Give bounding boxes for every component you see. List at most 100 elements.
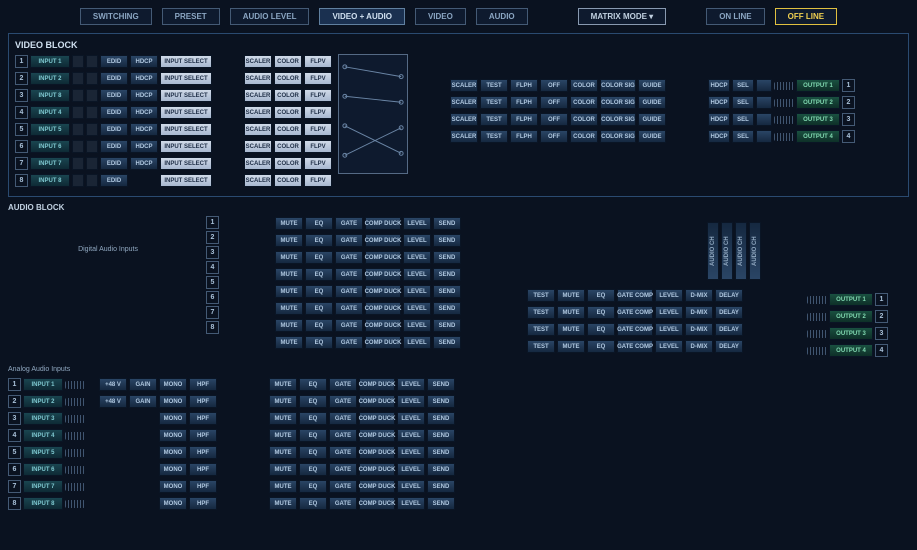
proc-cell[interactable]: COLOR [570,113,598,126]
video-crossbar[interactable] [338,54,408,174]
audio-cell[interactable]: GATE [329,378,357,391]
audio-cell[interactable]: COMP DUCK [365,268,401,281]
audio-cell[interactable]: MUTE [269,463,297,476]
input-select-button[interactable]: INPUT SELECT [160,55,212,68]
audio-output-label[interactable]: OUTPUT 3 [829,327,873,340]
audio-cell[interactable]: COMP DUCK [359,446,395,459]
audio-cell[interactable]: COMP DUCK [365,251,401,264]
audio-cell[interactable]: COMP DUCK [359,463,395,476]
audio-cell[interactable]: COMP DUCK [359,395,395,408]
audio-cell[interactable]: LEVEL [403,268,431,281]
audio-out-cell[interactable]: TEST [527,306,555,319]
audio-out-cell[interactable]: D-MIX [685,289,713,302]
analog-pre-cell[interactable]: GAIN [129,395,157,408]
analog-pre-cell[interactable]: +48 V [99,395,127,408]
menu-preset[interactable]: PRESET [162,8,220,25]
audio-cell[interactable]: SEND [427,395,455,408]
scaler-cell[interactable]: COLOR [274,174,302,187]
audio-cell[interactable]: GATE [335,234,363,247]
scaler-cell[interactable]: SCALER [244,72,272,85]
proc-cell[interactable]: TEST [480,113,508,126]
proc-cell[interactable]: GUIDE [638,79,666,92]
audio-cell[interactable]: EQ [299,463,327,476]
audio-cell[interactable]: GATE [335,217,363,230]
audio-output-label[interactable]: OUTPUT 4 [829,344,873,357]
analog-pre-cell[interactable]: HPF [189,480,217,493]
channel-number[interactable]: 2 [206,231,219,244]
audio-cell[interactable]: EQ [305,285,333,298]
audio-cell[interactable]: MUTE [269,497,297,510]
audio-out-cell[interactable]: LEVEL [655,323,683,336]
audio-cell[interactable]: LEVEL [397,463,425,476]
audio-cell[interactable]: GATE [335,251,363,264]
audio-out-cell[interactable]: GATE COMP [617,306,653,319]
audio-cell[interactable]: COMP DUCK [359,497,395,510]
audio-out-cell[interactable]: LEVEL [655,340,683,353]
audio-out-cell[interactable]: GATE COMP [617,340,653,353]
scaler-cell[interactable]: SCALER [244,106,272,119]
proc-cell[interactable]: SCALER [450,113,478,126]
video-input-label[interactable]: INPUT 5 [30,123,70,136]
audio-cell[interactable]: LEVEL [403,251,431,264]
audio-cell[interactable]: COMP DUCK [359,412,395,425]
scaler-cell[interactable]: SCALER [244,140,272,153]
audio-cell[interactable]: COMP DUCK [359,429,395,442]
out-pre-cell[interactable]: SEL [732,113,754,126]
analog-pre-cell[interactable]: HPF [189,378,217,391]
scaler-cell[interactable]: SCALER [244,157,272,170]
analog-input-label[interactable]: INPUT 7 [23,480,63,493]
audio-cell[interactable]: LEVEL [403,336,431,349]
audio-cell[interactable]: COMP DUCK [359,378,395,391]
audio-cell[interactable]: SEND [433,268,461,281]
scaler-cell[interactable]: FLPV [304,157,332,170]
audio-out-cell[interactable]: DELAY [715,289,743,302]
analog-input-label[interactable]: INPUT 6 [23,463,63,476]
audio-cell[interactable]: SEND [427,463,455,476]
analog-pre-cell[interactable]: HPF [189,429,217,442]
hdcp-button[interactable]: HDCP [130,157,158,170]
audio-cell[interactable]: GATE [329,480,357,493]
analog-pre-cell[interactable]: HPF [189,412,217,425]
audio-cell[interactable]: SEND [427,497,455,510]
out-pre-cell[interactable]: HDCP [708,79,730,92]
analog-pre-cell[interactable]: MONO [159,412,187,425]
audio-out-cell[interactable]: TEST [527,323,555,336]
audio-cell[interactable]: LEVEL [397,429,425,442]
audio-cell[interactable]: LEVEL [403,217,431,230]
video-input-label[interactable]: INPUT 4 [30,106,70,119]
hdcp-button[interactable]: HDCP [130,140,158,153]
proc-cell[interactable]: OFF [540,79,568,92]
proc-cell[interactable]: FLPH [510,96,538,109]
audio-cell[interactable]: LEVEL [397,412,425,425]
audio-cell[interactable]: GATE [335,302,363,315]
scaler-cell[interactable]: COLOR [274,157,302,170]
edid-button[interactable]: EDID [100,140,128,153]
analog-pre-cell[interactable]: MONO [159,446,187,459]
analog-pre-cell[interactable]: MONO [159,395,187,408]
proc-cell[interactable]: COLOR [570,130,598,143]
analog-input-label[interactable]: INPUT 8 [23,497,63,510]
proc-cell[interactable]: TEST [480,130,508,143]
menu-audio-level[interactable]: AUDIO LEVEL [230,8,310,25]
edid-button[interactable]: EDID [100,106,128,119]
audio-cell[interactable]: EQ [299,395,327,408]
menu-switching[interactable]: SWITCHING [80,8,152,25]
audio-output-label[interactable]: OUTPUT 1 [829,293,873,306]
audio-cell[interactable]: LEVEL [397,395,425,408]
audio-cell[interactable]: LEVEL [397,446,425,459]
audio-cell[interactable]: COMP DUCK [359,480,395,493]
hdcp-button[interactable]: HDCP [130,89,158,102]
audio-cell[interactable]: EQ [305,268,333,281]
audio-out-cell[interactable]: EQ [587,340,615,353]
analog-input-label[interactable]: INPUT 1 [23,378,63,391]
channel-number[interactable]: 8 [206,321,219,334]
audio-cell[interactable]: LEVEL [397,480,425,493]
video-output-label[interactable]: OUTPUT 2 [796,96,840,109]
proc-cell[interactable]: SCALER [450,130,478,143]
edid-button[interactable]: EDID [100,89,128,102]
analog-pre-cell[interactable]: HPF [189,395,217,408]
scaler-cell[interactable]: COLOR [274,123,302,136]
audio-cell[interactable]: COMP DUCK [365,336,401,349]
audio-cell[interactable]: COMP DUCK [365,285,401,298]
menu-video[interactable]: VIDEO [415,8,466,25]
